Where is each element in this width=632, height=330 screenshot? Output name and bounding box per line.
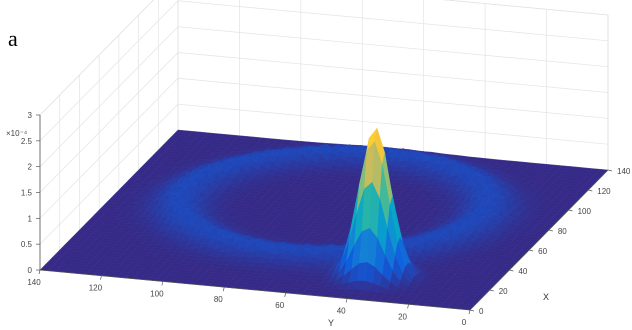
x-tick-mark	[568, 209, 573, 212]
y-tick-label: 140	[27, 278, 41, 287]
x-axis-label: X	[543, 292, 549, 302]
y-tick-mark	[284, 292, 287, 297]
x-tick-mark	[469, 309, 475, 312]
y-tick-mark	[345, 298, 348, 303]
x-tick-label: 120	[597, 187, 611, 196]
y-axis-line	[39, 269, 471, 311]
x-tick-mark	[509, 269, 514, 272]
y-tick-mark	[222, 287, 225, 292]
x-tick-label: 140	[617, 167, 631, 176]
tick-labels: 0 20 40 60 80 100 120 140 140 120 100 80 60 40 20 0 0 0.5…	[21, 111, 631, 327]
y-tick-mark	[100, 275, 102, 280]
x-tick-mark	[607, 169, 613, 172]
z-tick-label: 1	[28, 214, 33, 223]
x-tick-label: 40	[518, 267, 527, 276]
y-tick-label: 60	[275, 301, 284, 310]
z-tick-label: 0	[28, 266, 33, 275]
y-axis-label: Y	[328, 318, 334, 328]
y-tick-label: 100	[150, 289, 164, 298]
y-tick-mark	[38, 269, 41, 275]
y-tick-label: 40	[337, 307, 346, 316]
z-tick-label: 2.5	[21, 137, 33, 146]
y-tick-label: 80	[214, 295, 223, 304]
z-tick-label: 0.5	[21, 240, 33, 249]
x-tick-label: 80	[558, 227, 567, 236]
x-tick-label: 60	[538, 247, 547, 256]
y-tick-mark	[468, 309, 471, 315]
x-tick-label: 20	[499, 287, 508, 296]
x-tick-mark	[588, 189, 593, 192]
z-tick-label: 2	[28, 163, 33, 172]
grid-line-z	[39, 0, 609, 116]
panel-label: a	[8, 26, 18, 51]
x-tick-mark	[529, 249, 534, 252]
y-tick-label: 120	[89, 284, 103, 293]
y-tick-mark	[161, 281, 164, 286]
y-tick-mark	[407, 304, 409, 309]
x-tick-label: 100	[578, 207, 592, 216]
surface	[39, 127, 609, 311]
y-tick-label: 20	[398, 312, 407, 321]
z-tick-label: 1.5	[21, 189, 33, 198]
x-tick-mark	[489, 289, 494, 292]
z-tick-label: 3	[28, 111, 33, 120]
z-exponent-label: ×10⁻⁴	[6, 129, 28, 138]
x-tick-mark	[548, 229, 553, 232]
y-tick-label: 0	[462, 318, 467, 327]
x-tick-label: 0	[479, 307, 484, 316]
x-axis-line	[469, 169, 609, 311]
